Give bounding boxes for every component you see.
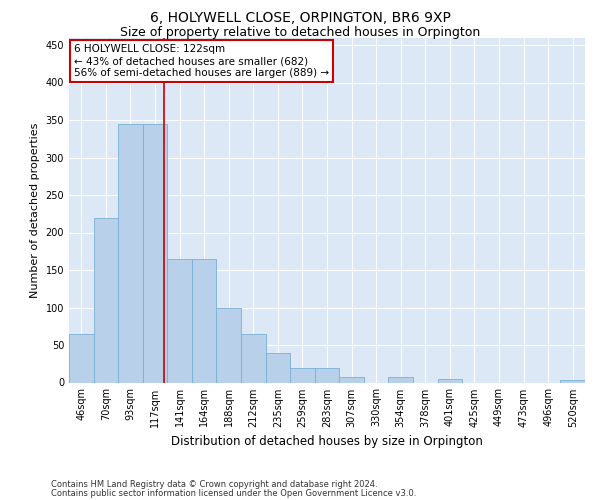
Bar	[69, 334, 94, 382]
Bar	[266, 352, 290, 382]
Bar	[94, 218, 118, 382]
Bar	[192, 259, 217, 382]
Bar	[315, 368, 339, 382]
Bar	[143, 124, 167, 382]
Text: 6 HOLYWELL CLOSE: 122sqm
← 43% of detached houses are smaller (682)
56% of semi-: 6 HOLYWELL CLOSE: 122sqm ← 43% of detach…	[74, 44, 329, 78]
Bar	[118, 124, 143, 382]
Bar	[217, 308, 241, 382]
X-axis label: Distribution of detached houses by size in Orpington: Distribution of detached houses by size …	[171, 435, 483, 448]
Bar	[167, 259, 192, 382]
Bar	[388, 376, 413, 382]
Bar	[437, 379, 462, 382]
Text: 6, HOLYWELL CLOSE, ORPINGTON, BR6 9XP: 6, HOLYWELL CLOSE, ORPINGTON, BR6 9XP	[149, 12, 451, 26]
Bar	[339, 376, 364, 382]
Y-axis label: Number of detached properties: Number of detached properties	[30, 122, 40, 298]
Text: Contains public sector information licensed under the Open Government Licence v3: Contains public sector information licen…	[51, 489, 416, 498]
Bar	[560, 380, 585, 382]
Text: Contains HM Land Registry data © Crown copyright and database right 2024.: Contains HM Land Registry data © Crown c…	[51, 480, 377, 489]
Bar	[241, 334, 266, 382]
Bar	[290, 368, 315, 382]
Text: Size of property relative to detached houses in Orpington: Size of property relative to detached ho…	[120, 26, 480, 39]
